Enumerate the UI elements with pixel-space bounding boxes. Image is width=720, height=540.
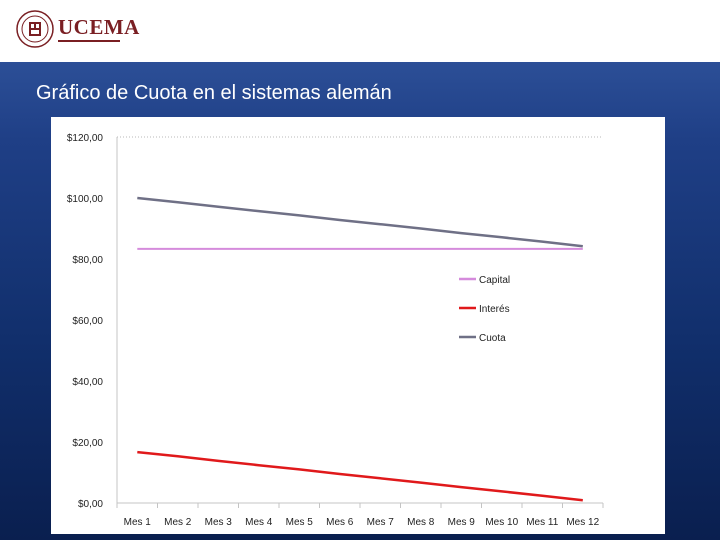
y-tick-label: $60,00 [72, 316, 103, 327]
x-tick-label: Mes 8 [407, 517, 435, 528]
x-tick-label: Mes 7 [367, 517, 395, 528]
line-chart: $0,00 $20,00 $40,00 $60,00 $80,00 $100,00 $120… [67, 133, 604, 528]
series-line-cuota [137, 196, 583, 248]
y-tick-label: $100,00 [67, 194, 104, 205]
y-tick-label: $120,00 [67, 133, 104, 144]
logo-text: UCEMA [58, 15, 140, 39]
x-tick-label: Mes 9 [448, 517, 476, 528]
y-tick-label: $20,00 [72, 438, 103, 449]
y-tick-label: $0,00 [78, 499, 103, 510]
y-tick-label: $80,00 [72, 255, 103, 266]
legend-label-cuota: Cuota [479, 333, 506, 344]
x-tick-label: Mes 4 [245, 517, 273, 528]
slide-header: UCEMA [0, 0, 720, 62]
legend-label-capital: Capital [479, 275, 510, 286]
slide-title: Gráfico de Cuota en el sistemas alemán [36, 82, 392, 104]
x-tick-label: Mes 2 [164, 517, 192, 528]
x-tick-label: Mes 11 [526, 517, 558, 528]
university-seal-icon [16, 10, 54, 48]
series-line-inters [137, 450, 583, 502]
legend-label-inters: Interés [479, 304, 510, 315]
x-tick-label: Mes 10 [485, 517, 518, 528]
x-tick-label: Mes 1 [124, 517, 152, 528]
y-tick-label: $40,00 [72, 377, 103, 388]
x-tick-label: Mes 5 [286, 517, 314, 528]
x-tick-label: Mes 3 [205, 517, 233, 528]
x-tick-label: Mes 6 [326, 517, 354, 528]
logo-rule [58, 40, 120, 42]
x-tick-label: Mes 12 [566, 517, 599, 528]
chart-panel: $0,00 $20,00 $40,00 $60,00 $80,00 $100,00 $120… [51, 117, 665, 534]
